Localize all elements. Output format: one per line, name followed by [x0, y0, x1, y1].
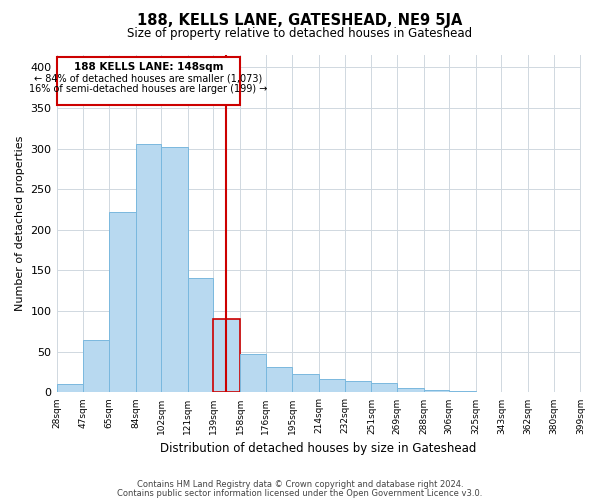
Bar	[56, 58, 240, 106]
Text: Contains public sector information licensed under the Open Government Licence v3: Contains public sector information licen…	[118, 488, 482, 498]
Y-axis label: Number of detached properties: Number of detached properties	[15, 136, 25, 312]
Bar	[56, 384, 83, 392]
Bar	[240, 354, 266, 393]
Text: 188 KELLS LANE: 148sqm: 188 KELLS LANE: 148sqm	[74, 62, 223, 72]
Text: 188, KELLS LANE, GATESHEAD, NE9 5JA: 188, KELLS LANE, GATESHEAD, NE9 5JA	[137, 12, 463, 28]
Bar	[344, 381, 371, 392]
Text: Size of property relative to detached houses in Gateshead: Size of property relative to detached ho…	[127, 28, 473, 40]
Bar	[449, 391, 476, 392]
X-axis label: Distribution of detached houses by size in Gateshead: Distribution of detached houses by size …	[160, 442, 477, 455]
Bar	[371, 382, 397, 392]
Bar	[424, 390, 449, 392]
Bar	[188, 278, 214, 392]
Bar	[83, 340, 109, 392]
Text: 16% of semi-detached houses are larger (199) →: 16% of semi-detached houses are larger (…	[29, 84, 268, 94]
Bar	[292, 374, 319, 392]
Bar	[319, 380, 344, 392]
Bar	[397, 388, 424, 392]
Bar	[136, 144, 161, 392]
Text: Contains HM Land Registry data © Crown copyright and database right 2024.: Contains HM Land Registry data © Crown c…	[137, 480, 463, 489]
Bar	[109, 212, 136, 392]
Bar	[161, 147, 188, 392]
Bar	[214, 320, 240, 392]
Bar	[266, 367, 292, 392]
Text: ← 84% of detached houses are smaller (1,073): ← 84% of detached houses are smaller (1,…	[34, 74, 262, 84]
